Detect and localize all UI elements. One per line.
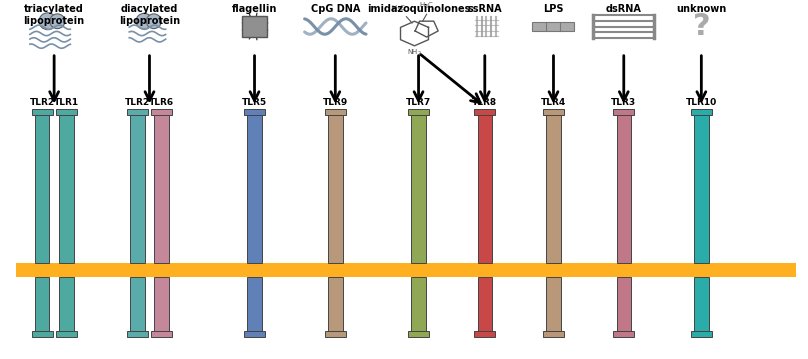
Text: ssRNA: ssRNA: [468, 4, 502, 14]
Bar: [408, 331, 429, 337]
Bar: [127, 109, 148, 115]
Bar: [543, 109, 564, 115]
Bar: [35, 115, 49, 262]
Text: imidazoquinolones: imidazoquinolones: [367, 4, 470, 14]
Text: H$_3$C: H$_3$C: [419, 0, 434, 11]
Text: flagellin: flagellin: [232, 4, 277, 14]
Text: TLR5: TLR5: [242, 98, 267, 107]
Bar: [325, 109, 346, 115]
Bar: [59, 276, 74, 331]
Bar: [154, 115, 169, 262]
Bar: [478, 115, 492, 262]
Bar: [127, 331, 148, 337]
Text: triacylated
lipoprotein: triacylated lipoprotein: [23, 4, 85, 26]
Bar: [474, 331, 495, 337]
Bar: [56, 331, 77, 337]
Bar: [244, 331, 265, 337]
Bar: [130, 115, 145, 262]
Text: dsRNA: dsRNA: [606, 4, 642, 14]
Text: unknown: unknown: [676, 4, 726, 14]
Text: TLR7: TLR7: [406, 98, 431, 107]
Text: TLR2: TLR2: [124, 98, 150, 107]
Bar: [691, 331, 712, 337]
Text: H$_3$C: H$_3$C: [391, 4, 406, 14]
Bar: [613, 331, 634, 337]
Ellipse shape: [39, 13, 57, 30]
Text: TLR8: TLR8: [472, 98, 498, 107]
Bar: [694, 276, 709, 331]
Text: CpG DNA: CpG DNA: [310, 4, 360, 14]
Bar: [16, 262, 796, 276]
Bar: [35, 276, 49, 331]
Text: TLR4: TLR4: [541, 98, 566, 107]
Text: TLR9: TLR9: [322, 98, 348, 107]
Text: TLR1: TLR1: [53, 98, 79, 107]
Bar: [694, 115, 709, 262]
Bar: [32, 109, 53, 115]
Bar: [474, 109, 495, 115]
Bar: [478, 276, 492, 331]
Bar: [532, 22, 574, 32]
Bar: [546, 115, 561, 262]
Bar: [247, 276, 262, 331]
Ellipse shape: [50, 14, 65, 29]
Bar: [617, 276, 631, 331]
Text: diacylated
lipoprotein: diacylated lipoprotein: [119, 4, 180, 26]
Text: TLR3: TLR3: [611, 98, 637, 107]
Text: TLR2: TLR2: [29, 98, 55, 107]
Bar: [543, 331, 564, 337]
Bar: [328, 115, 343, 262]
Ellipse shape: [146, 14, 162, 29]
Bar: [408, 109, 429, 115]
Bar: [411, 115, 426, 262]
Bar: [411, 276, 426, 331]
Bar: [328, 276, 343, 331]
Text: TLR10: TLR10: [686, 98, 717, 107]
Bar: [56, 109, 77, 115]
Bar: [247, 115, 262, 262]
Bar: [154, 276, 169, 331]
Bar: [244, 109, 265, 115]
Text: TLR6: TLR6: [149, 98, 175, 107]
Bar: [59, 115, 74, 262]
Ellipse shape: [136, 13, 152, 29]
Text: ?: ?: [692, 12, 710, 41]
Bar: [617, 115, 631, 262]
Text: NH$_2$: NH$_2$: [407, 47, 422, 58]
Bar: [546, 276, 561, 331]
Bar: [151, 331, 172, 337]
Bar: [242, 16, 267, 37]
Text: LPS: LPS: [543, 4, 564, 14]
Bar: [691, 109, 712, 115]
Bar: [151, 109, 172, 115]
Bar: [130, 276, 145, 331]
Bar: [325, 331, 346, 337]
Bar: [613, 109, 634, 115]
Bar: [32, 331, 53, 337]
